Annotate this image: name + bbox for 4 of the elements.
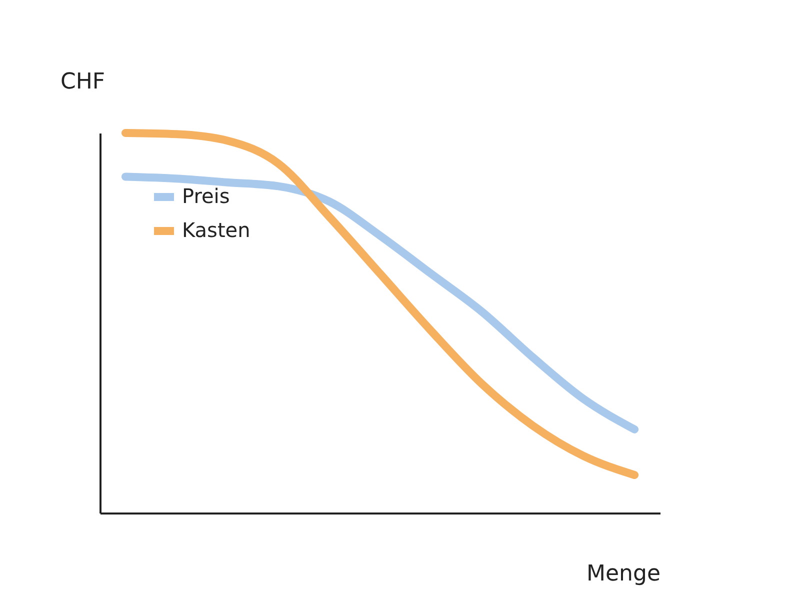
legend-label: Kasten [182,218,250,242]
legend-label: Preis [182,184,230,208]
x-axis-title: Menge [586,562,660,586]
y-axis-title: CHF [60,70,106,94]
